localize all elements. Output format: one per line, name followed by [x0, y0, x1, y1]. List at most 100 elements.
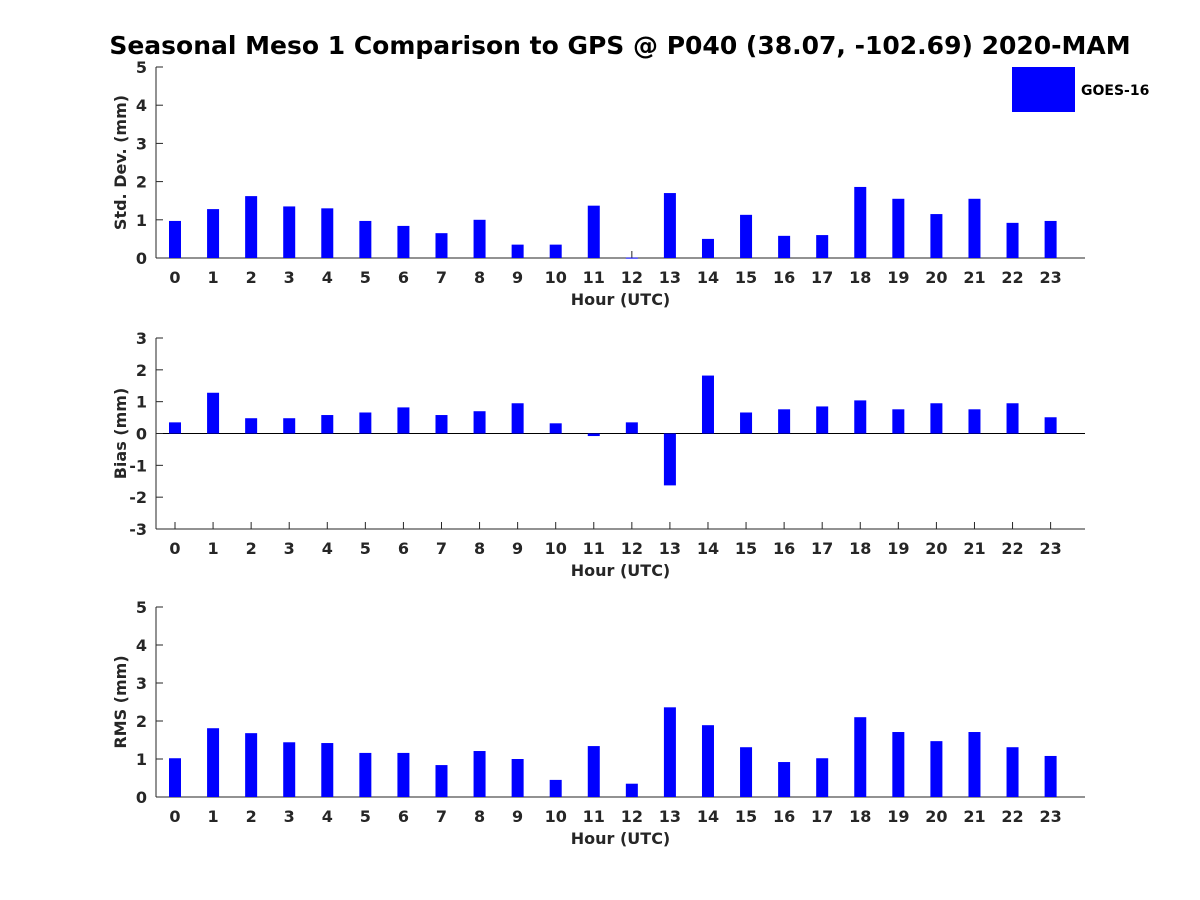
- y-tick-label: 2: [136, 361, 147, 380]
- y-tick-label: 4: [136, 96, 147, 115]
- x-tick-label: 4: [322, 268, 333, 287]
- bar-hour-13: [663, 707, 676, 797]
- bar-hour-5: [359, 220, 372, 258]
- y-tick-label: 0: [136, 249, 147, 268]
- bar-hour-12: [625, 783, 638, 797]
- x-tick-label: 12: [621, 807, 643, 826]
- x-tick-label: 15: [735, 539, 757, 558]
- bar-hour-23: [1044, 417, 1057, 434]
- y-tick-label: 1: [136, 750, 147, 769]
- y-tick-label: -1: [129, 456, 147, 475]
- x-tick-label: 0: [169, 268, 180, 287]
- x-tick-label: 19: [887, 268, 909, 287]
- bar-hour-15: [740, 412, 753, 434]
- x-tick-label: 3: [284, 268, 295, 287]
- x-tick-label: 7: [436, 268, 447, 287]
- x-tick-label: 5: [360, 807, 371, 826]
- legend-swatch-goes-16: [1012, 67, 1075, 112]
- bar-hour-0: [169, 422, 181, 434]
- x-tick-label: 8: [474, 807, 485, 826]
- x-tick-label: 19: [887, 539, 909, 558]
- bar-hour-15: [740, 214, 753, 258]
- x-tick-label: 6: [398, 268, 409, 287]
- x-tick-label: 15: [735, 807, 757, 826]
- x-tick-label: 0: [169, 539, 180, 558]
- bar-hour-15: [740, 747, 753, 797]
- y-tick-label: 3: [136, 674, 147, 693]
- y-tick-label: 3: [136, 329, 147, 348]
- x-tick-label: 20: [925, 268, 947, 287]
- x-tick-label: 18: [849, 268, 871, 287]
- x-tick-label: 7: [436, 539, 447, 558]
- x-tick-label: 0: [169, 807, 180, 826]
- x-tick-label: 21: [963, 807, 985, 826]
- bar-hour-9: [511, 403, 524, 434]
- x-tick-label: 8: [474, 268, 485, 287]
- bar-hour-23: [1044, 755, 1057, 797]
- bar-hour-22: [1006, 747, 1019, 797]
- bar-hour-18: [854, 186, 867, 258]
- x-tick-label: 8: [474, 539, 485, 558]
- y-tick-label: 0: [136, 425, 147, 444]
- x-tick-label: 16: [773, 807, 795, 826]
- bar-hour-7: [435, 765, 448, 797]
- bar-hour-3: [283, 742, 296, 797]
- bar-hour-17: [816, 758, 829, 797]
- bar-hour-4: [321, 415, 334, 434]
- x-tick-label: 13: [659, 268, 681, 287]
- x-tick-label: 1: [207, 807, 218, 826]
- x-tick-label: 22: [1001, 807, 1023, 826]
- bar-hour-7: [435, 233, 448, 258]
- y-axis-label: Bias (mm): [111, 388, 130, 480]
- bar-hour-5: [359, 412, 372, 434]
- y-tick-label: 1: [136, 393, 147, 412]
- bar-hour-11: [587, 746, 600, 797]
- bar-hour-10: [549, 779, 562, 797]
- bar-hour-18: [854, 717, 867, 797]
- bar-hour-8: [473, 411, 486, 434]
- x-tick-label: 21: [963, 268, 985, 287]
- x-tick-label: 22: [1001, 539, 1023, 558]
- bar-hour-4: [321, 743, 334, 797]
- x-tick-label: 19: [887, 807, 909, 826]
- bar-hour-17: [816, 235, 829, 258]
- x-tick-label: 17: [811, 268, 833, 287]
- x-tick-label: 11: [583, 268, 605, 287]
- x-axis-label: Hour (UTC): [571, 829, 671, 848]
- x-tick-label: 14: [697, 807, 719, 826]
- x-tick-label: 17: [811, 539, 833, 558]
- bar-hour-1: [207, 392, 220, 434]
- bar-hour-6: [397, 225, 410, 258]
- y-axis-label: Std. Dev. (mm): [111, 95, 130, 230]
- x-tick-label: 9: [512, 268, 523, 287]
- x-tick-label: 2: [246, 539, 257, 558]
- bar-hour-7: [435, 415, 448, 434]
- bar-hour-20: [930, 214, 943, 258]
- bar-hour-4: [321, 208, 334, 258]
- legend-label: GOES-16: [1081, 83, 1149, 99]
- bar-hour-2: [245, 418, 258, 434]
- x-tick-label: 18: [849, 539, 871, 558]
- x-tick-label: 18: [849, 807, 871, 826]
- y-tick-label: -2: [129, 488, 147, 507]
- bar-hour-14: [701, 238, 714, 258]
- bar-hour-5: [359, 752, 372, 797]
- bar-hour-20: [930, 741, 943, 797]
- bar-hour-2: [245, 196, 258, 258]
- x-tick-label: 5: [360, 539, 371, 558]
- y-tick-label: 2: [136, 712, 147, 731]
- x-tick-label: 9: [512, 539, 523, 558]
- bar-hour-1: [207, 209, 220, 258]
- x-tick-label: 14: [697, 539, 719, 558]
- x-tick-label: 12: [621, 539, 643, 558]
- bar-hour-19: [892, 409, 905, 434]
- bar-hour-3: [283, 206, 296, 258]
- x-tick-label: 23: [1039, 807, 1061, 826]
- bar-hour-3: [283, 418, 296, 434]
- x-tick-label: 15: [735, 268, 757, 287]
- x-tick-label: 1: [207, 539, 218, 558]
- x-tick-label: 23: [1039, 539, 1061, 558]
- bar-hour-12: [625, 422, 638, 434]
